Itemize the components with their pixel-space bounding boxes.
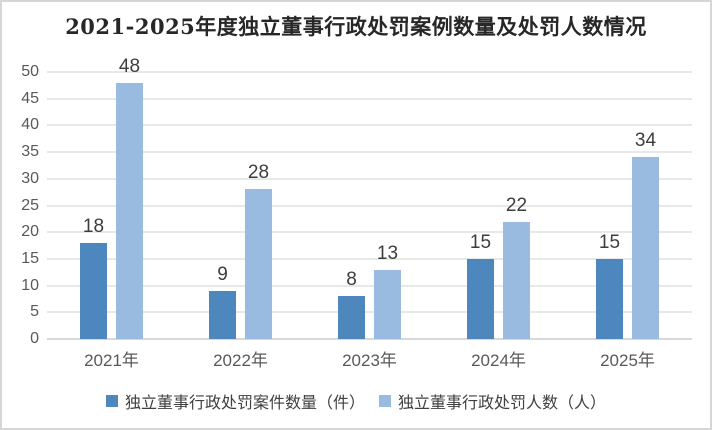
legend-swatch-persons-icon [379, 395, 391, 407]
x-tick-label-2023年: 2023年 [342, 351, 397, 370]
bar-series0-2025年 [596, 258, 623, 339]
bar-series0-2021年 [80, 242, 107, 339]
y-tick-label-5: 5 [30, 303, 39, 321]
y-tick-label-35: 35 [21, 143, 39, 161]
chart-title: 2021-2025年度独立董事行政处罚案例数量及处罚人数情况 [65, 14, 647, 39]
y-tick-label-15: 15 [21, 249, 39, 267]
gridline-0 [47, 338, 692, 340]
bar-series1-2022年 [245, 189, 272, 339]
bar-series1-2025年 [632, 157, 659, 339]
data-label-series0-2024年: 15 [469, 231, 492, 253]
gridline-35 [47, 151, 692, 154]
y-tick-label-0: 0 [30, 330, 39, 347]
y-tick-label-50: 50 [21, 63, 39, 80]
y-tick-label-40: 40 [21, 116, 39, 134]
legend-swatch-cases-icon [105, 395, 118, 407]
legend-label-persons: 独立董事行政处罚人数（人） [398, 393, 607, 412]
plot-area: 18 48 9 28 8 13 15 22 15 34 [47, 56, 692, 340]
gridline-25 [47, 204, 692, 207]
bar-series0-2024年 [467, 258, 494, 339]
x-tick-label-2021年: 2021年 [84, 351, 139, 370]
gridline-20 [47, 231, 692, 234]
gridline-45 [47, 97, 692, 100]
x-tick-label-2022年: 2022年 [213, 351, 268, 370]
y-tick-label-20: 20 [21, 223, 39, 241]
legend-item-cases: 独立董事行政处罚案件数量（件） [105, 389, 365, 413]
y-tick-label-25: 25 [21, 196, 39, 214]
y-tick-label-45: 45 [21, 89, 39, 107]
legend: 独立董事行政处罚案件数量（件） 独立董事行政处罚人数（人） [2, 389, 710, 413]
bar-series1-2023年 [374, 269, 401, 339]
x-tick-label-2024年: 2024年 [471, 351, 526, 370]
gridline-5 [47, 311, 692, 314]
data-label-series1-2022年: 28 [247, 162, 270, 184]
gridline-40 [47, 124, 692, 127]
gridline-50 [47, 71, 692, 73]
data-label-series0-2023年: 8 [346, 269, 357, 291]
data-label-series0-2022年: 9 [217, 263, 228, 285]
y-tick-label-10: 10 [21, 276, 39, 294]
legend-label-cases: 独立董事行政处罚案件数量（件） [124, 393, 365, 412]
gridline-30 [47, 177, 692, 180]
data-label-series1-2024年: 22 [505, 194, 528, 216]
bar-series0-2023年 [338, 296, 365, 339]
bar-series1-2024年 [503, 221, 530, 339]
bar-series0-2022年 [209, 290, 236, 339]
data-label-series1-2021年: 48 [118, 55, 141, 77]
data-label-series1-2025年: 34 [634, 130, 657, 152]
bar-series1-2021年 [116, 82, 143, 339]
data-label-series1-2023年: 13 [376, 242, 399, 264]
data-label-series0-2021年: 18 [82, 215, 105, 237]
data-label-series0-2025年: 15 [598, 231, 621, 253]
gridline-15 [47, 257, 692, 260]
legend-item-persons: 独立董事行政处罚人数（人） [379, 389, 606, 413]
x-tick-label-2025年: 2025年 [600, 351, 655, 370]
y-tick-label-30: 30 [21, 169, 39, 187]
gridline-10 [47, 284, 692, 287]
